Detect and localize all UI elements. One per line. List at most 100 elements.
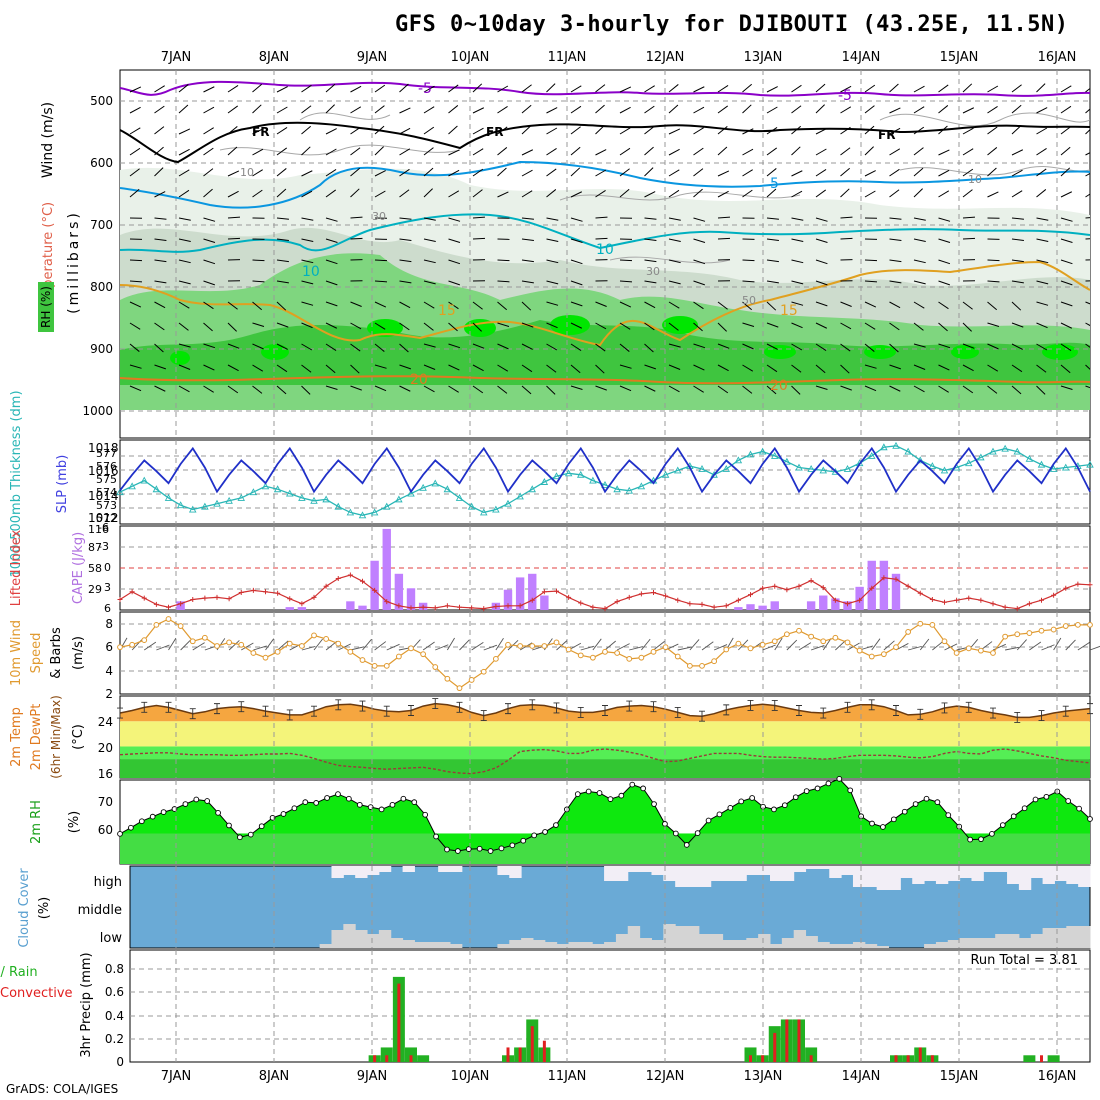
wind-barb — [276, 280, 289, 284]
wind10m-barb — [1041, 644, 1055, 651]
minmax-label: (6hr Min/Max) — [49, 695, 63, 779]
temp-minmax-bar — [359, 700, 366, 712]
wind10m-barb — [228, 640, 240, 651]
thickness-point — [843, 465, 852, 472]
thick-tick-576: 576 — [96, 460, 117, 473]
wind10m-point — [189, 638, 196, 645]
rh-point — [335, 791, 341, 797]
wind-barb — [1085, 128, 1090, 135]
wind-barb — [227, 343, 240, 349]
wind-barb — [472, 127, 484, 135]
temp-contour-minus5 — [120, 80, 1090, 97]
wind-barb — [766, 147, 778, 156]
wind-barb — [1060, 85, 1072, 93]
wind-barb — [717, 237, 731, 240]
cloud-high-block — [781, 866, 795, 881]
wind-barb — [472, 189, 483, 198]
wind-barb — [668, 104, 679, 114]
li-tick-m6: -6 — [98, 521, 109, 534]
wind-barb — [1011, 343, 1023, 350]
wind-barb — [913, 343, 926, 348]
li-point — [857, 597, 863, 603]
wind-barb — [546, 168, 557, 177]
wind-barb — [203, 259, 216, 265]
li-point — [784, 587, 790, 593]
thickness-side-labels: 1000-500mb Thickness (dm) SLP (mb) — [9, 390, 70, 577]
wind-barb — [791, 385, 801, 395]
precip-total-bar — [380, 1047, 393, 1062]
wind-barb — [595, 216, 608, 219]
wind-barb — [448, 385, 459, 393]
precip-convective-bar — [506, 1047, 510, 1062]
cape-frame — [119, 525, 1091, 611]
wind-barb — [178, 217, 191, 221]
wind-barb — [717, 170, 730, 177]
rh-point — [890, 816, 897, 823]
wind-barb — [987, 301, 998, 311]
upper-air-panel: -5 -5 FR FR FR 5 10 10 15 15 20 20 10 10… — [38, 69, 1091, 439]
wind-barb — [178, 385, 190, 393]
li-point — [954, 597, 960, 603]
wind-barb — [227, 126, 238, 135]
wind-barb — [325, 343, 337, 351]
precip-convective-bar — [542, 1040, 546, 1062]
wind-barb — [178, 189, 190, 198]
wind10m-point — [662, 644, 669, 651]
wind10m-point — [129, 641, 136, 648]
rh-label-10: 10 — [240, 166, 254, 179]
li-point — [360, 578, 365, 584]
thickness-point — [1025, 454, 1034, 462]
li-point — [529, 597, 535, 603]
li-point — [881, 575, 887, 581]
rh-point — [346, 795, 352, 802]
temp-band-yellow — [120, 721, 1090, 747]
cloud-ticks: high middle low — [78, 875, 123, 946]
wind-barb — [815, 189, 827, 198]
cloud-high-block — [959, 866, 972, 878]
wind-barb — [472, 385, 484, 394]
wind-barb — [815, 128, 827, 135]
wind10m-point — [686, 662, 693, 669]
wind-barb — [325, 322, 338, 329]
li-point — [202, 595, 208, 601]
thickness-point — [540, 478, 549, 485]
cloud-low-block — [876, 946, 890, 948]
precip-convective-bar — [518, 1047, 522, 1062]
cloud-low-block — [378, 930, 392, 948]
wind-barb — [840, 301, 852, 307]
slp-label: SLP (mb) — [55, 455, 70, 514]
wind-barb — [668, 169, 680, 177]
cloud-low-block — [781, 938, 795, 948]
li-point — [917, 590, 923, 596]
temp-minmax-bar — [674, 706, 681, 718]
thickness-point — [564, 469, 573, 477]
wind10m-point — [1038, 627, 1045, 634]
wind-barb — [864, 146, 874, 156]
wind-barb — [521, 238, 534, 241]
cloud-low-block — [1030, 934, 1044, 948]
wind-barb — [889, 343, 899, 353]
wind-barb — [595, 237, 608, 240]
wind-barb — [276, 168, 287, 177]
thickness-point — [892, 441, 900, 449]
wind-barb — [1060, 146, 1071, 156]
rh-point — [476, 845, 483, 852]
vertical-grid — [175, 866, 1058, 948]
wind-barb — [619, 301, 632, 308]
li-point — [420, 604, 426, 610]
cloud-high-block — [734, 866, 747, 881]
wind-barb — [252, 128, 264, 135]
wind-barb — [325, 189, 337, 198]
wind10m-point — [311, 632, 317, 639]
chart-title: GFS 0~10day 3-hourly for DJIBOUTI (43.25… — [395, 12, 1069, 37]
rh-point — [226, 822, 232, 829]
cloud-low-block — [746, 938, 759, 948]
wind-barb — [644, 364, 657, 370]
cape-bar — [806, 601, 816, 610]
wind-barb — [448, 217, 461, 222]
cloud-high-block — [367, 866, 380, 875]
wind-barb — [595, 190, 606, 198]
precip-tick-06: 0.6 — [105, 985, 124, 999]
thickness-point — [479, 508, 488, 516]
wind-barb — [815, 104, 825, 114]
